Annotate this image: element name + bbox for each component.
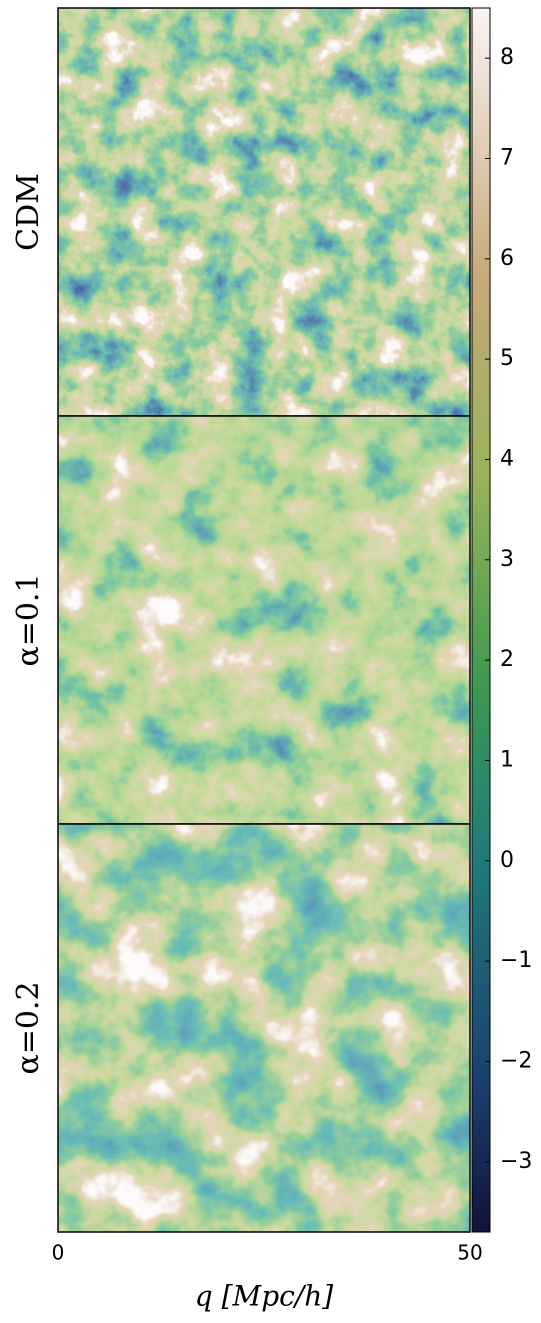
density-panel [58,824,470,1232]
x-tick-label: 0 [52,1241,65,1265]
panel-frame [57,823,471,1233]
colorbar-tick-label: −1 [500,948,532,973]
colorbar-tick-label: 8 [500,45,514,70]
colorbar-tick-label: 2 [500,647,514,672]
panel-label: α=0.2 [11,981,46,1074]
colorbar-tick-label: 1 [500,747,514,772]
colorbar-tick-label: −3 [500,1149,532,1174]
x-tick-label: 50 [457,1241,482,1265]
colorbar-tick-label: 4 [500,446,514,471]
colorbar [471,7,491,1233]
colorbar-tick-label: 5 [500,346,514,371]
colorbar-tick-label: −2 [500,1048,532,1073]
colorbar-tick-label: 7 [500,145,514,170]
colorbar-tick-label: 0 [500,848,514,873]
density-panel [58,8,470,416]
density-panel [58,416,470,824]
colorbar-tick-label: 6 [500,246,514,271]
panel-label: α=0.1 [11,573,46,666]
panel-label: CDM [11,173,46,251]
x-axis-label: q [Mpc/h] [195,1280,333,1313]
colorbar-tick-label: 3 [500,547,514,572]
